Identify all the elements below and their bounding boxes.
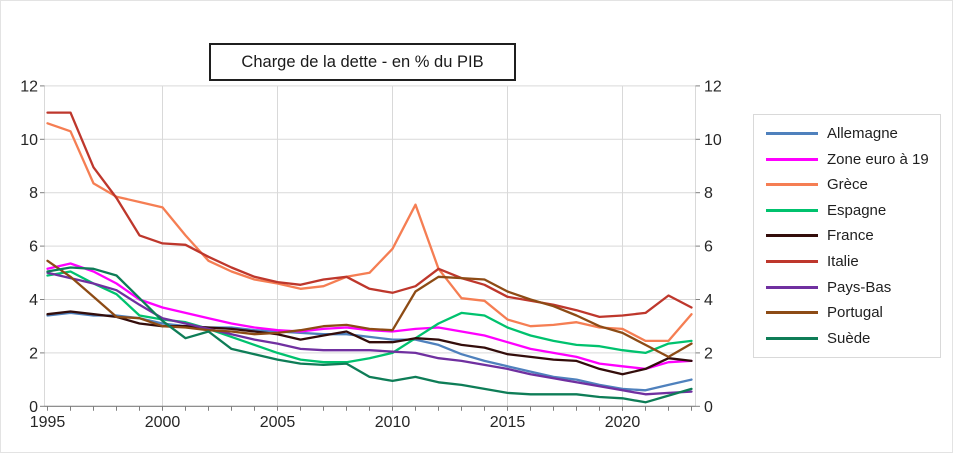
legend-item: Allemagne	[766, 125, 940, 142]
y-axis-label-left: 10	[20, 132, 38, 149]
chart-title: Charge de la dette - en % du PIB	[241, 52, 484, 71]
y-axis-label-left: 4	[29, 292, 38, 309]
x-axis-label: 2020	[605, 414, 641, 431]
x-axis-label: 2010	[375, 414, 411, 431]
series-line-Portugal	[46, 259, 693, 359]
y-axis-label-right: 4	[704, 292, 713, 309]
x-axis-label: 2005	[260, 414, 296, 431]
legend-label: Allemagne	[827, 125, 898, 143]
series-line-Zone euro à 19	[46, 262, 693, 371]
legend-label: France	[827, 227, 874, 245]
series-line-Allemagne	[46, 311, 693, 392]
legend-swatch	[766, 285, 818, 289]
y-axis-label-right: 8	[704, 185, 713, 202]
x-axis-label: 2000	[145, 414, 181, 431]
y-axis-label-right: 12	[704, 78, 722, 95]
x-axis-label: 2015	[490, 414, 526, 431]
chart-title-box: Charge de la dette - en % du PIB	[209, 43, 516, 81]
series-line-Italie	[46, 111, 693, 319]
y-axis-label-left: 8	[29, 185, 38, 202]
legend-label: Espagne	[827, 201, 887, 219]
y-axis-label-left: 0	[29, 399, 38, 416]
legend-swatch	[766, 132, 818, 136]
legend-label: Grèce	[827, 176, 868, 194]
legend-item: Pays-Bas	[766, 279, 940, 296]
legend-label: Pays-Bas	[827, 278, 892, 296]
legend-swatch	[766, 183, 818, 187]
legend-item: Grèce	[766, 176, 940, 193]
y-axis-label-left: 2	[29, 345, 38, 362]
legend-item: Espagne	[766, 202, 940, 219]
series-line-Espagne	[46, 270, 693, 364]
legend-item: France	[766, 227, 940, 244]
legend-swatch	[766, 311, 818, 315]
legend-swatch	[766, 234, 818, 238]
legend-item: Suède	[766, 330, 940, 347]
y-axis-label-right: 0	[704, 399, 713, 416]
legend-label: Zone euro à 19	[827, 150, 929, 168]
y-axis-label-right: 2	[704, 345, 713, 362]
series-line-Grèce	[46, 122, 693, 343]
legend-swatch	[766, 157, 818, 161]
x-axis-label: 1995	[30, 414, 66, 431]
y-axis-label-right: 10	[704, 132, 722, 149]
legend-item: Italie	[766, 253, 940, 270]
chart-legend: Allemagne Zone euro à 19 Grèce Espagne Franc…	[753, 114, 941, 358]
legend-swatch	[766, 336, 818, 340]
legend-item: Portugal	[766, 304, 940, 321]
y-axis-label-left: 6	[29, 239, 38, 256]
legend-item: Zone euro à 19	[766, 151, 940, 168]
y-axis-label-left: 12	[20, 78, 38, 95]
y-axis-label-right: 6	[704, 239, 713, 256]
legend-label: Suède	[827, 329, 871, 347]
legend-label: Italie	[827, 253, 859, 270]
series-line-France	[46, 310, 693, 376]
legend-label: Portugal	[827, 304, 883, 322]
series-line-Suède	[46, 266, 693, 404]
legend-swatch	[766, 260, 818, 263]
legend-swatch	[766, 208, 818, 212]
